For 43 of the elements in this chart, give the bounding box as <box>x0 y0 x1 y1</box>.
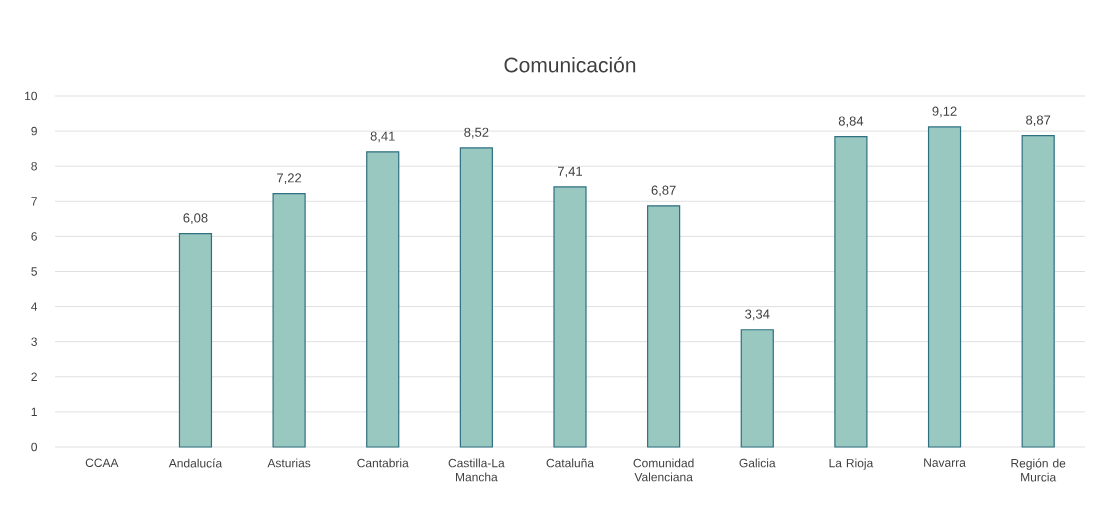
data-label: 3,34 <box>745 309 770 321</box>
data-label: 7,22 <box>277 173 302 185</box>
data-label: 8,87 <box>1026 115 1051 127</box>
x-tick-label: Galicia <box>739 458 776 468</box>
data-label: 9,12 <box>932 106 957 118</box>
x-tick-label: Castilla-La Mancha <box>448 458 505 482</box>
data-label: 8,52 <box>464 127 489 139</box>
x-tick-label: Comunidad Valenciana <box>633 458 694 482</box>
bar <box>647 205 681 448</box>
bar <box>553 186 587 448</box>
y-tick-label: 5 <box>31 267 37 276</box>
data-label: 7,41 <box>558 166 583 178</box>
y-tick-label: 6 <box>31 232 37 241</box>
bar <box>459 147 493 448</box>
bar <box>927 126 962 448</box>
x-tick-label: Cataluña <box>546 458 594 468</box>
y-tick-label: 7 <box>31 197 37 206</box>
data-label: 6,87 <box>651 185 676 197</box>
data-label: 8,41 <box>370 131 395 143</box>
y-tick-label: 2 <box>31 372 37 381</box>
y-tick-label: 0 <box>31 442 38 452</box>
data-label: 6,08 <box>183 213 208 225</box>
x-tick-label: Navarra <box>924 458 966 467</box>
chart-title: Comunicación <box>504 56 636 73</box>
x-tick-label: Andalucía <box>168 458 223 468</box>
bar <box>834 136 868 448</box>
bar <box>1021 135 1055 448</box>
y-tick-label: 10 <box>25 91 38 101</box>
x-tick-label: CCAA <box>85 458 119 468</box>
y-tick-label: 1 <box>31 407 37 417</box>
x-tick-label: Cantabria <box>357 458 409 468</box>
data-label: 8,84 <box>838 116 864 128</box>
bar <box>272 192 306 448</box>
x-tick-label: La Rioja <box>829 458 874 470</box>
bar <box>740 329 774 448</box>
bar <box>366 151 400 448</box>
y-tick-label: 8 <box>31 161 37 171</box>
y-tick-label: 9 <box>31 126 37 136</box>
y-tick-label: 3 <box>31 337 37 346</box>
bar <box>178 232 213 448</box>
y-tick-label: 4 <box>31 302 38 311</box>
x-tick-label: Región de Murcia <box>1011 458 1066 482</box>
x-tick-label: Asturias <box>267 458 311 468</box>
